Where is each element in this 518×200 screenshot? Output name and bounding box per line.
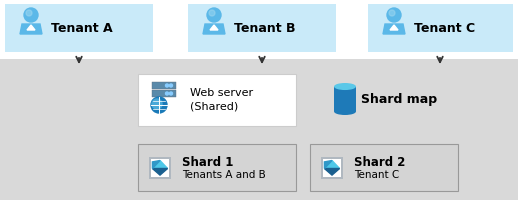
Bar bbox=[188, 5, 336, 53]
Ellipse shape bbox=[334, 84, 356, 91]
Bar bbox=[323, 159, 341, 177]
Polygon shape bbox=[390, 26, 398, 31]
Text: Tenant A: Tenant A bbox=[51, 22, 112, 35]
Circle shape bbox=[26, 11, 32, 17]
Polygon shape bbox=[152, 161, 160, 169]
Circle shape bbox=[389, 11, 395, 17]
Polygon shape bbox=[324, 161, 340, 169]
Bar bbox=[310, 144, 458, 191]
Ellipse shape bbox=[334, 108, 356, 115]
Polygon shape bbox=[152, 161, 168, 169]
Bar bbox=[149, 157, 171, 179]
Circle shape bbox=[165, 85, 168, 88]
Bar bbox=[0, 60, 518, 200]
Bar bbox=[138, 144, 296, 191]
Bar bbox=[152, 91, 176, 98]
Circle shape bbox=[165, 93, 168, 96]
Polygon shape bbox=[324, 161, 332, 169]
Circle shape bbox=[152, 100, 162, 109]
Circle shape bbox=[207, 9, 221, 23]
Text: Tenant B: Tenant B bbox=[234, 22, 295, 35]
Polygon shape bbox=[27, 26, 35, 31]
Bar bbox=[334, 87, 356, 112]
Polygon shape bbox=[152, 169, 168, 175]
Bar bbox=[368, 5, 513, 53]
Circle shape bbox=[169, 85, 172, 88]
Text: Shard map: Shard map bbox=[361, 93, 437, 106]
Circle shape bbox=[387, 9, 401, 23]
Bar bbox=[5, 5, 153, 53]
Bar bbox=[138, 75, 296, 126]
Text: Tenant C: Tenant C bbox=[414, 22, 475, 35]
Polygon shape bbox=[324, 169, 340, 175]
Text: Web server
(Shared): Web server (Shared) bbox=[190, 88, 253, 111]
Polygon shape bbox=[203, 25, 225, 35]
Polygon shape bbox=[383, 25, 405, 35]
Text: Shard 1: Shard 1 bbox=[182, 155, 234, 168]
Text: Shard 2: Shard 2 bbox=[354, 155, 406, 168]
Bar bbox=[152, 83, 176, 90]
Text: Tenants A and B: Tenants A and B bbox=[182, 170, 266, 180]
Polygon shape bbox=[210, 26, 218, 31]
Text: Tenant C: Tenant C bbox=[354, 170, 399, 180]
Bar bbox=[321, 157, 343, 179]
Circle shape bbox=[169, 93, 172, 96]
Circle shape bbox=[24, 9, 38, 23]
Bar bbox=[151, 159, 169, 177]
Circle shape bbox=[209, 11, 215, 17]
Polygon shape bbox=[20, 25, 42, 35]
Circle shape bbox=[151, 98, 167, 113]
